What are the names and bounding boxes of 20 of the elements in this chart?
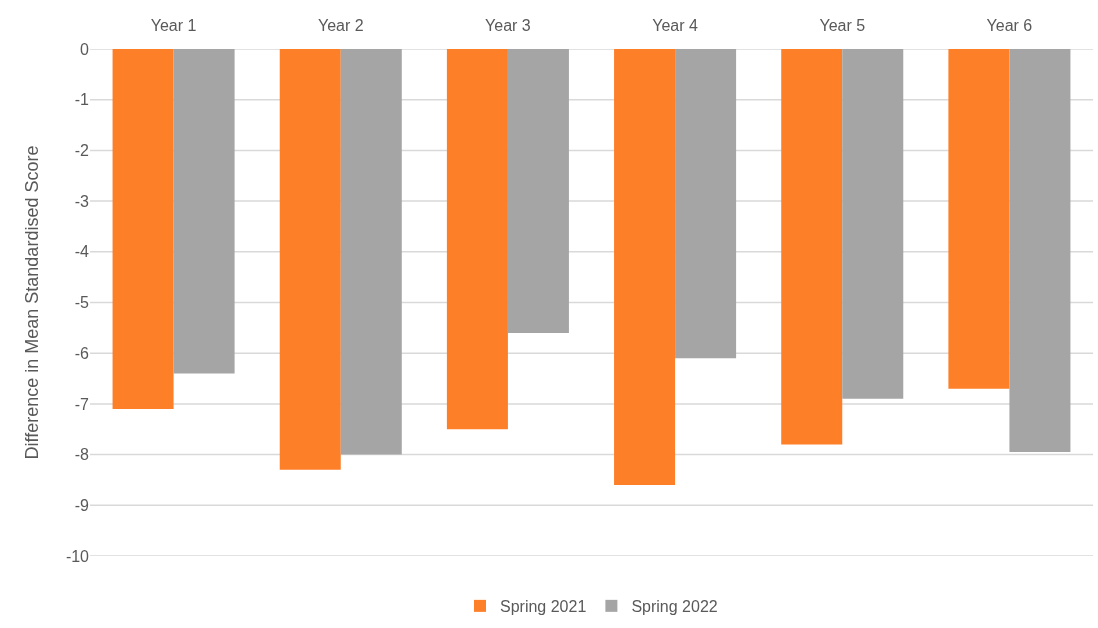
y-tick-label: -1 [74,91,90,109]
y-tick-label: -8 [74,446,90,464]
y-tick-label: -3 [74,192,90,210]
y-tick-label: -5 [74,294,90,312]
y-tick-label: -10 [65,547,90,565]
legend-label: Spring 2021 [500,598,587,616]
y-tick-label: -7 [74,395,90,413]
x-tick-label: Year 3 [485,16,531,34]
y-tick-label: -9 [74,496,90,514]
x-tick-label: Year 5 [819,16,866,34]
legend-label: Spring 2022 [631,598,718,616]
y-tick-label: -2 [74,142,90,159]
y-axis-title: Difference in Mean Standardised Score [22,145,43,460]
x-tick-label: Year 2 [317,16,364,34]
x-tick-label: Year 4 [652,16,699,34]
x-tick-label: Year 6 [986,16,1033,34]
y-tick-label: 0 [80,40,90,58]
y-tick-label: -6 [74,344,90,362]
y-tick-label: -4 [74,243,90,261]
x-tick-label: Year 1 [150,16,197,34]
